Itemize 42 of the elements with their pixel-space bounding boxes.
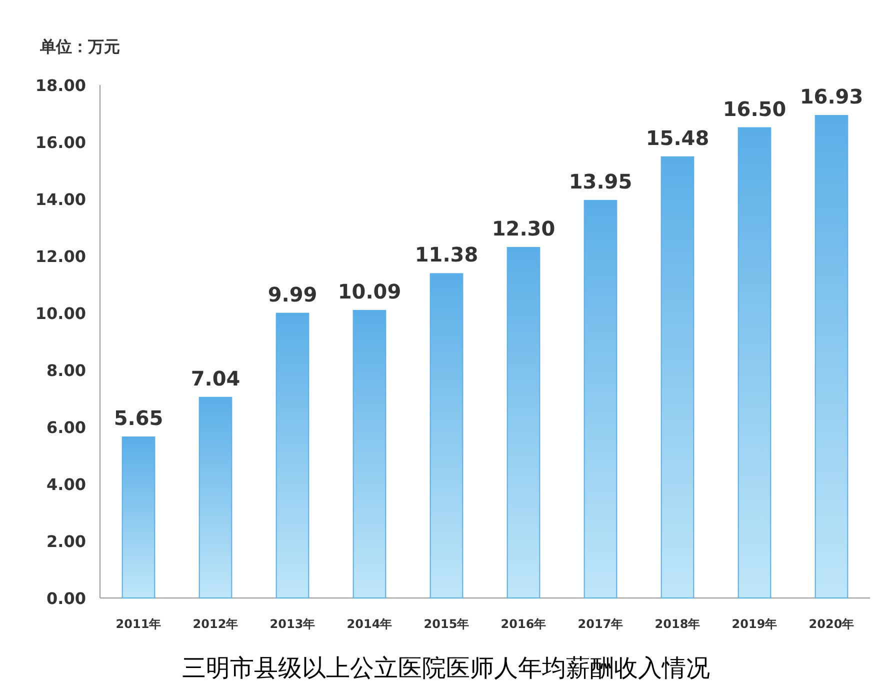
x-tick-label: 2018年: [654, 617, 700, 631]
text: 三明市县级以上公立医院医师人年均薪酬收入情况: [182, 654, 710, 682]
data-label: 7.04: [190, 366, 240, 390]
y-tick-label: 2.00: [46, 532, 86, 551]
bar: [276, 312, 310, 598]
data-label: 16.50: [722, 96, 786, 121]
x-tick-label: 2020年: [808, 617, 854, 631]
x-tick-label: 2015年: [424, 617, 470, 631]
data-label: 12.30: [492, 216, 556, 240]
x-tick-label: 2014年: [346, 617, 392, 631]
data-label: 9.99: [268, 282, 318, 306]
bar: [584, 200, 618, 598]
y-axis-title: 单位：万元: [39, 37, 120, 56]
bar: [814, 114, 848, 598]
x-tick-label: 2013年: [270, 617, 316, 631]
y-tick-label: 12.00: [35, 247, 86, 266]
y-tick-label: 16.00: [35, 133, 86, 152]
data-label: 13.95: [568, 169, 632, 194]
bar: [122, 436, 156, 598]
bar: [506, 246, 540, 598]
bar: [352, 310, 386, 598]
y-tick-label: 14.00: [35, 190, 86, 209]
data-label: 10.09: [338, 279, 402, 304]
y-tick-label: 6.00: [46, 418, 86, 437]
data-label: 11.38: [414, 242, 478, 267]
y-tick-label: 10.00: [35, 304, 86, 323]
x-tick-label: 2012年: [192, 617, 238, 631]
data-label: 16.93: [800, 84, 864, 108]
y-tick-label: 4.00: [46, 475, 86, 494]
bar: [198, 396, 232, 598]
bar: [430, 273, 464, 598]
x-tick-label: 2017年: [578, 617, 624, 631]
bar: [660, 156, 694, 598]
x-tick-label: 2016年: [500, 617, 546, 631]
y-tick-label: 18.00: [35, 76, 86, 95]
y-tick-label: 0.00: [46, 589, 86, 608]
x-tick-label: 2011年: [116, 617, 162, 631]
y-tick-label: 8.00: [46, 361, 86, 380]
data-label: 5.65: [114, 406, 164, 430]
data-label: 15.48: [646, 126, 710, 150]
x-tick-label: 2019年: [732, 617, 778, 631]
bar: [738, 127, 772, 598]
